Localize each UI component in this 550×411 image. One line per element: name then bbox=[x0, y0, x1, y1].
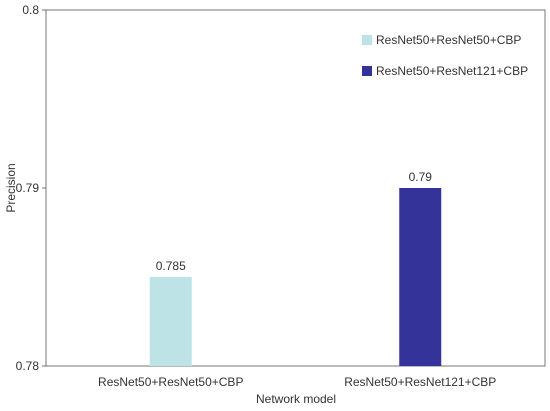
bar-value-label: 0.785 bbox=[156, 259, 186, 273]
y-axis-label: Precision bbox=[4, 163, 18, 212]
legend: ResNet50+ResNet50+CBP ResNet50+ResNet121+… bbox=[362, 33, 528, 78]
y-tick-label: 0.78 bbox=[16, 359, 40, 373]
x-tick-label: ResNet50+ResNet121+CBP bbox=[344, 375, 496, 389]
bar bbox=[399, 188, 442, 366]
legend-swatch bbox=[362, 35, 372, 45]
bars bbox=[149, 188, 442, 366]
legend-swatch bbox=[362, 66, 372, 76]
legend-label: ResNet50+ResNet121+CBP bbox=[376, 64, 528, 78]
data-labels: 0.785 0.79 bbox=[156, 170, 433, 273]
bar bbox=[149, 277, 192, 366]
y-tick-label: 0.8 bbox=[22, 3, 39, 17]
x-axis-label: Network model bbox=[256, 392, 336, 406]
x-tick-label: ResNet50+ResNet50+CBP bbox=[98, 375, 243, 389]
y-tick-label: 0.79 bbox=[16, 181, 40, 195]
legend-label: ResNet50+ResNet50+CBP bbox=[376, 33, 521, 47]
y-axis-ticks: 0.78 0.79 0.8 bbox=[16, 3, 46, 373]
bar-value-label: 0.79 bbox=[409, 170, 433, 184]
x-axis-ticks: ResNet50+ResNet50+CBP ResNet50+ResNet121+… bbox=[98, 375, 496, 389]
